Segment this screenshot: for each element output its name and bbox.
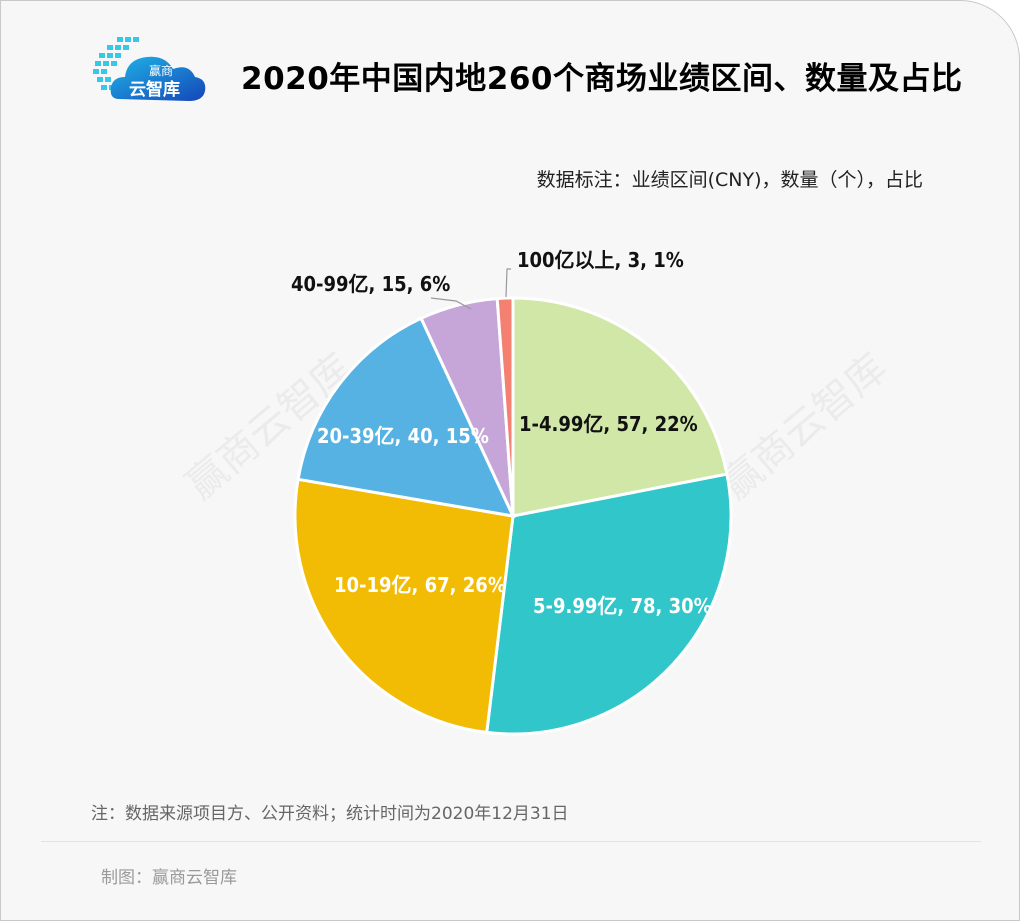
pie-slice xyxy=(495,296,515,517)
pie-slice xyxy=(296,316,516,518)
slice-label-10-19: 10-19亿, 67, 26% xyxy=(334,573,506,597)
svg-text:云智库: 云智库 xyxy=(129,79,180,100)
pixel-blocks-icon xyxy=(93,37,139,90)
slice-label-100-plus: 100亿以上, 3, 1% xyxy=(517,248,684,272)
svg-text:赢商: 赢商 xyxy=(149,63,173,78)
data-label-legend: 数据标注：业绩区间(CNY)，数量（个），占比 xyxy=(536,169,923,191)
cloud-icon xyxy=(110,56,206,101)
brand-logo: 赢商 云智库 xyxy=(93,37,206,101)
leader-line-100-plus xyxy=(505,268,511,298)
pie-slice xyxy=(485,472,733,736)
pie-slices xyxy=(293,296,733,736)
leader-line-40-99 xyxy=(430,297,472,310)
pie-slice xyxy=(293,477,515,735)
slice-label-5-9-99: 5-9.99亿, 78, 30% xyxy=(533,594,712,618)
watermark-text: 赢商云智库 xyxy=(713,345,896,509)
source-note: 注：数据来源项目方、公开资料；统计时间为2020年12月31日 xyxy=(91,804,569,824)
slice-label-20-39: 20-39亿, 40, 15% xyxy=(317,424,489,448)
chart-credit: 制图：赢商云智库 xyxy=(101,868,237,888)
slice-label-40-99: 40-99亿, 15, 6% xyxy=(291,272,450,296)
slice-label-1-4-99: 1-4.99亿, 57, 22% xyxy=(519,412,698,436)
chart-title: 2020年中国内地260个商场业绩区间、数量及占比 xyxy=(241,61,963,97)
pie-slice xyxy=(511,296,729,518)
divider xyxy=(41,841,981,842)
